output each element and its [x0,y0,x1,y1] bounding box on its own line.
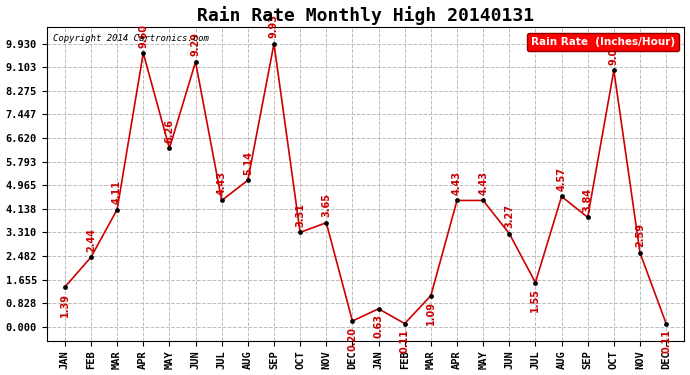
Point [164,146,175,152]
Point [373,306,384,312]
Point [138,50,149,56]
Point [504,231,515,237]
Point [635,250,646,256]
Point [477,198,489,204]
Point [59,284,70,290]
Text: 4.43: 4.43 [217,171,227,195]
Text: 2.59: 2.59 [635,224,645,248]
Text: 9.60: 9.60 [138,24,148,48]
Text: 0.63: 0.63 [373,314,384,338]
Text: 1.39: 1.39 [60,292,70,316]
Text: 6.26: 6.26 [164,119,175,143]
Text: 4.57: 4.57 [557,167,566,191]
Text: 2.44: 2.44 [86,228,96,252]
Point [242,177,253,183]
Point [268,41,279,47]
Point [321,220,332,226]
Text: 9.93: 9.93 [269,14,279,38]
Text: 9.00: 9.00 [609,40,619,64]
Text: 3.84: 3.84 [583,188,593,212]
Text: 1.09: 1.09 [426,301,436,325]
Point [556,194,567,200]
Point [660,321,671,327]
Point [190,59,201,65]
Point [216,198,227,204]
Text: 3.27: 3.27 [504,204,514,228]
Text: 0.20: 0.20 [347,327,357,351]
Point [112,207,123,213]
Point [530,279,541,285]
Text: 3.65: 3.65 [322,193,331,217]
Text: 4.43: 4.43 [478,171,488,195]
Point [86,254,97,260]
Title: Rain Rate Monthly High 20140131: Rain Rate Monthly High 20140131 [197,6,534,24]
Point [609,67,620,73]
Text: 4.43: 4.43 [452,171,462,195]
Legend: Rain Rate  (Inches/Hour): Rain Rate (Inches/Hour) [526,33,679,51]
Text: 5.14: 5.14 [243,151,253,175]
Text: 0.11: 0.11 [661,329,671,353]
Text: 1.55: 1.55 [531,288,540,312]
Point [582,214,593,220]
Text: 4.11: 4.11 [112,180,122,204]
Point [295,230,306,236]
Point [425,292,436,298]
Text: 0.11: 0.11 [400,329,410,353]
Point [400,321,411,327]
Point [451,198,462,204]
Text: Copyright 2014 Cartronics.com: Copyright 2014 Cartronics.com [53,34,209,43]
Text: 3.31: 3.31 [295,203,305,227]
Point [347,318,358,324]
Text: 9.29: 9.29 [190,32,201,56]
